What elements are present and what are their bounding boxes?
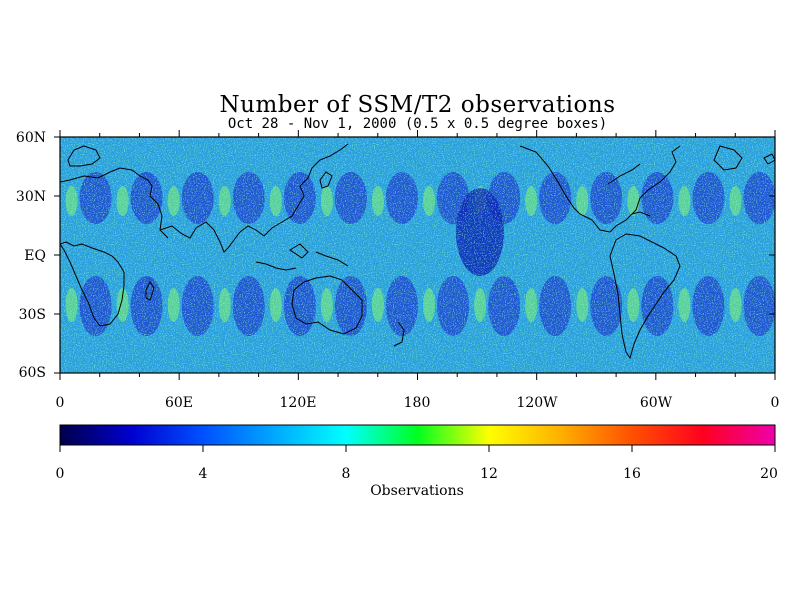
map-title: Number of SSM/T2 observations [219,92,616,118]
latitude-axis [54,136,775,374]
lat-label-30s: 30S [19,307,46,323]
colorbar-tick-16: 16 [623,466,641,482]
lat-label-60n: 60N [16,130,46,146]
lat-label-eq: EQ [24,248,46,264]
map-subtitle: Oct 28 - Nov 1, 2000 (0.5 x 0.5 degree b… [227,116,608,132]
lon-label-180: 180 [404,395,431,411]
lon-label-60w: 60W [640,395,673,411]
colorbar-tick-20: 20 [760,466,778,482]
colorbar [59,424,776,446]
lon-label-0: 0 [56,395,65,411]
lon-label-0-end: 0 [771,395,780,411]
lat-label-60s: 60S [19,365,46,381]
colorbar-tick-0: 0 [56,466,65,482]
colorbar-tick-8: 8 [342,466,351,482]
colorbar-label: Observations [370,483,464,499]
lat-label-30n: 30N [16,189,46,205]
coastlines [60,143,775,360]
colorbar-ticks [59,445,776,452]
longitude-axis [59,130,776,380]
lon-label-120w: 120W [516,395,558,411]
colorbar-tick-12: 12 [480,466,498,482]
observation-field [60,137,775,373]
lon-label-60e: 60E [165,395,193,411]
lon-label-120e: 120E [280,395,317,411]
colorbar-tick-4: 4 [199,466,208,482]
